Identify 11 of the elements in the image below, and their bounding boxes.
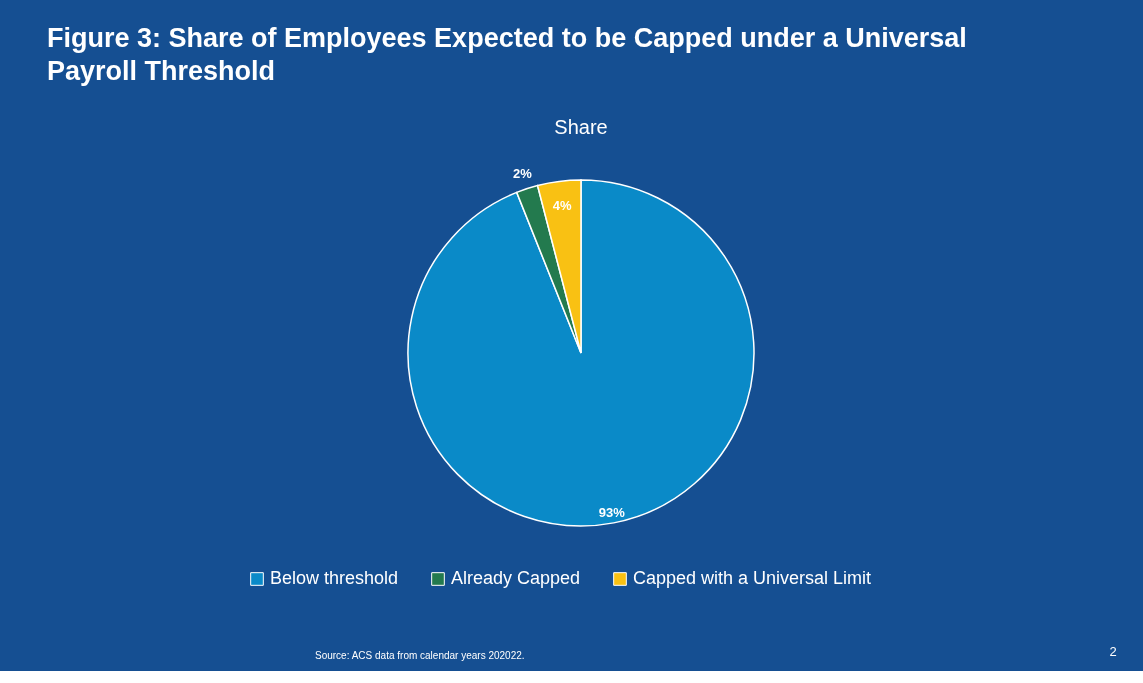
source-note: Source: ACS data from calendar years 202022.: [315, 650, 525, 661]
pie-slice: [407, 179, 755, 527]
data-label: 93%: [598, 505, 626, 521]
chart-title: Figure 3: Share of Employees Expected to be Capped under a Universal Payroll Threshold: [47, 23, 967, 86]
legend-label: Below threshold: [270, 568, 399, 588]
text: 2: [1109, 644, 1117, 659]
legend-label: Capped with a Universal Limit: [633, 568, 872, 588]
data-label: 2%: [512, 166, 533, 182]
legend-label: Already Capped: [451, 568, 581, 588]
chart-subtitle: Share: [554, 116, 608, 138]
data-label: 4%: [552, 198, 573, 214]
